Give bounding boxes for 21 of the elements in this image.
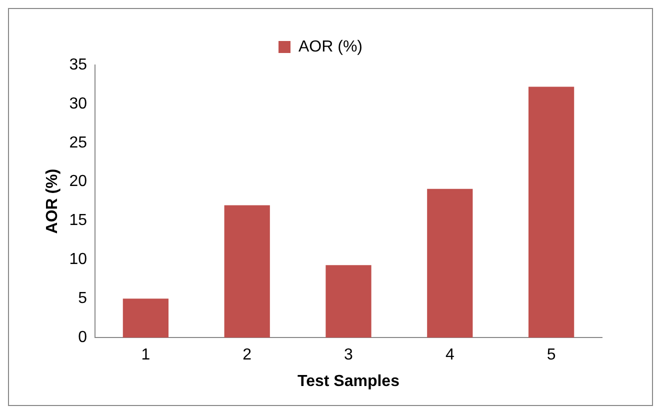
- legend-label: AOR (%): [298, 38, 362, 56]
- bar: [326, 265, 372, 338]
- x-tick-label: 4: [445, 346, 454, 364]
- x-tick-label: 2: [242, 346, 252, 364]
- bar: [122, 298, 169, 338]
- bar: [224, 205, 270, 338]
- x-tick-label: 1: [141, 346, 150, 364]
- y-tick-label: 20: [69, 173, 88, 190]
- y-tick-label: 15: [69, 212, 88, 230]
- x-tick-label: 3: [344, 346, 354, 364]
- y-tick-label: 5: [78, 290, 88, 308]
- bar: [528, 86, 574, 338]
- y-axis-title: AOR (%): [44, 168, 62, 234]
- bar: [427, 188, 473, 338]
- y-tick-label: 25: [69, 134, 88, 152]
- y-tick-label: 10: [69, 251, 88, 268]
- x-tick-label: 5: [546, 346, 556, 364]
- x-axis-title: Test Samples: [298, 372, 400, 390]
- y-tick-label: 35: [69, 56, 88, 74]
- y-tick-label: 30: [69, 95, 88, 112]
- y-tick-label: 0: [78, 329, 88, 346]
